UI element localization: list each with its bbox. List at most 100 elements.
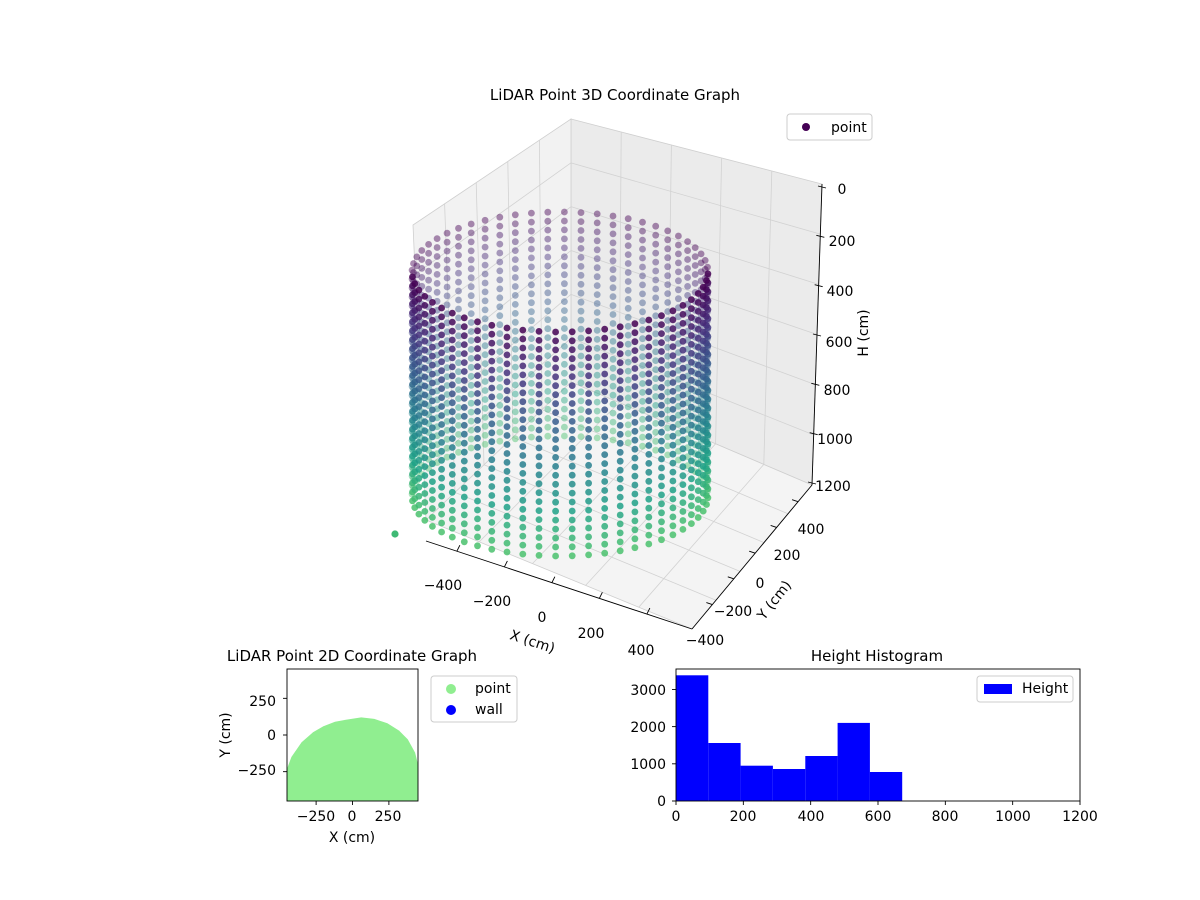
data-point [443, 426, 451, 434]
data-point [503, 476, 511, 484]
z-tick-label: 0 [838, 182, 847, 198]
data-point [616, 538, 624, 546]
data-point [652, 249, 660, 257]
data-point [511, 238, 519, 246]
data-point [443, 283, 451, 291]
data-point [409, 273, 416, 281]
data-point [429, 299, 436, 306]
data-point [577, 334, 585, 342]
data-point [609, 248, 617, 256]
data-point [429, 451, 436, 459]
data-point [694, 469, 702, 477]
data-point [652, 393, 660, 400]
x-tick-label: 0 [348, 809, 357, 825]
data-point [511, 301, 519, 308]
data-point [455, 368, 462, 376]
data-point [467, 247, 475, 255]
data-point [639, 263, 646, 271]
data-point [443, 328, 451, 336]
data-point [577, 263, 585, 270]
data-point [561, 307, 568, 314]
data-point [421, 293, 429, 300]
y-tick-label: −200 [714, 604, 752, 620]
data-point [561, 396, 568, 404]
data-point [631, 454, 639, 462]
data-point [535, 444, 543, 452]
grid-line [478, 402, 620, 543]
data-point [443, 409, 451, 416]
data-point [699, 489, 707, 497]
data-point [467, 328, 475, 335]
data-point [616, 404, 624, 411]
grid-line [507, 161, 514, 438]
data-point [460, 475, 468, 483]
data-point [528, 362, 535, 369]
data-point [645, 334, 653, 342]
data-point [624, 340, 632, 348]
data-point [552, 418, 559, 425]
data-point [421, 445, 429, 453]
data-point [474, 318, 481, 326]
data-point [593, 255, 601, 263]
data-point [415, 474, 423, 482]
data-point [455, 287, 462, 295]
data-point [528, 424, 535, 432]
data-point [528, 281, 535, 289]
data-point [703, 277, 710, 284]
data-point [443, 292, 451, 300]
data-point [552, 427, 559, 434]
data-point [616, 484, 624, 492]
data-point [652, 258, 660, 266]
data-point [503, 494, 511, 502]
data-point [568, 471, 576, 479]
data-point [552, 463, 559, 470]
chart-2d: LiDAR Point 2D Coordinate Graph −250 0 2… [218, 647, 518, 846]
data-point [415, 349, 423, 357]
data-point [415, 331, 423, 339]
grid-line [570, 206, 819, 285]
data-point [448, 426, 456, 433]
data-point [658, 473, 665, 481]
data-point [568, 507, 576, 515]
data-point [418, 256, 426, 263]
data-point [544, 405, 552, 413]
data-point [652, 294, 660, 302]
data-point [616, 359, 624, 367]
data-point [669, 334, 677, 342]
data-point [679, 499, 687, 506]
data-point [519, 335, 527, 343]
data-point [639, 335, 646, 343]
data-point [561, 369, 568, 377]
data-point [577, 298, 585, 306]
data-point [609, 391, 617, 399]
data-point [585, 354, 592, 362]
data-point [448, 399, 456, 407]
data-point [443, 418, 451, 425]
data-point [669, 486, 677, 494]
data-point [511, 399, 519, 407]
data-point [528, 326, 535, 333]
data-point [488, 465, 496, 472]
data-point [448, 345, 456, 353]
data-point [585, 417, 592, 424]
data-point [624, 278, 632, 285]
data-point [664, 263, 672, 271]
data-point [503, 521, 511, 529]
data-point [443, 274, 451, 282]
data-point [425, 276, 432, 284]
data-point [429, 424, 436, 432]
data-point [639, 353, 646, 360]
data-point [568, 498, 576, 506]
legend-histogram: Height [976, 675, 1074, 703]
data-point [488, 411, 496, 419]
data-point [488, 483, 496, 490]
data-point [679, 391, 687, 399]
data-point [438, 394, 445, 401]
data-point [694, 388, 702, 396]
data-point [544, 307, 552, 315]
data-point [496, 437, 504, 445]
data-point [481, 225, 489, 233]
data-point [624, 412, 632, 420]
data-point [577, 388, 585, 396]
data-point [429, 442, 436, 450]
